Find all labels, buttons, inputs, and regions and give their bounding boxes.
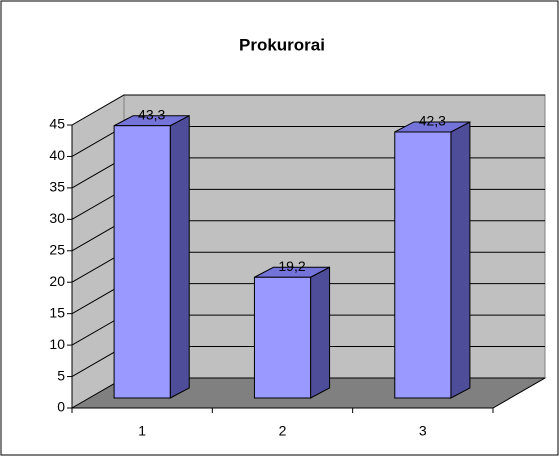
grid-line [71, 94, 545, 126]
y-tick-label: 20 [49, 273, 65, 289]
y-tick-label: 40 [49, 147, 65, 163]
y-tick-label: 30 [49, 210, 65, 226]
y-tick-label: 0 [57, 399, 65, 415]
bar-side [169, 114, 190, 399]
x-tick-label: 2 [279, 423, 287, 439]
y-tick-label: 25 [49, 241, 65, 257]
y-tick-label: 15 [49, 304, 65, 320]
y-tick-label: 10 [49, 336, 65, 352]
y-tick-label: 35 [49, 179, 65, 195]
x-axis-depth [492, 377, 546, 409]
bar-side [310, 266, 331, 399]
y-tick-label: 45 [49, 116, 65, 132]
bar [253, 276, 312, 399]
x-tick-label: 1 [138, 423, 146, 439]
value-label: 43,3 [138, 106, 165, 122]
value-label: 19,2 [278, 258, 305, 274]
x-tick-label: 3 [419, 423, 427, 439]
bar-side [450, 121, 471, 399]
bar [113, 125, 171, 399]
value-label: 42,3 [419, 113, 446, 129]
chart-title: Prokurorai [239, 35, 325, 54]
y-tick-label: 5 [57, 367, 65, 383]
bar [394, 131, 452, 399]
